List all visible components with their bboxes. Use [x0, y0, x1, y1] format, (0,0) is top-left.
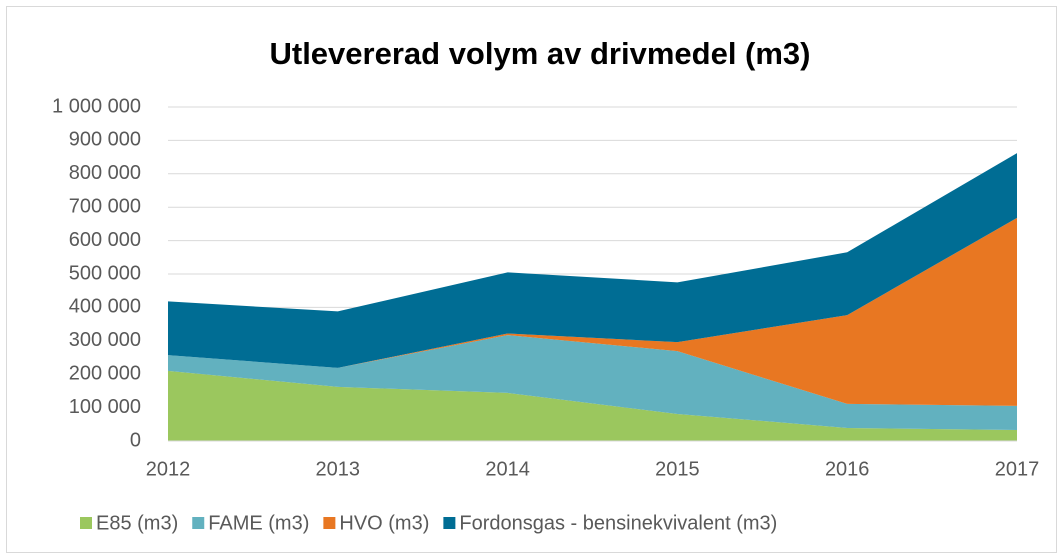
legend-label: HVO (m3) [339, 512, 429, 534]
y-tick-label: 100 000 [69, 396, 141, 418]
x-tick-label: 2012 [146, 458, 191, 480]
chart-title: Utlevererad volym av drivmedel (m3) [269, 36, 810, 71]
x-tick-label: 2015 [655, 458, 700, 480]
area [168, 370, 1017, 441]
y-tick-label: 300 000 [69, 329, 141, 351]
y-tick-label: 600 000 [69, 229, 141, 251]
x-tick-label: 2013 [316, 458, 361, 480]
area [168, 153, 1017, 368]
legend-swatch [323, 517, 336, 529]
legend-label: Fordonsgas - bensinekvivalent (m3) [459, 512, 777, 534]
y-tick-label: 200 000 [69, 362, 141, 384]
legend-label: E85 (m3) [96, 512, 178, 534]
legend-swatch [443, 517, 456, 529]
legend-swatch [80, 517, 92, 529]
legend-label: FAME (m3) [208, 512, 309, 534]
area [168, 217, 1017, 406]
y-tick-label: 700 000 [69, 195, 141, 217]
x-tick-label: 2014 [485, 458, 530, 480]
y-tick-label: 1 000 000 [52, 95, 141, 117]
x-tick-label: 2016 [825, 458, 870, 480]
y-tick-label: 0 [130, 429, 141, 451]
y-tick-label: 500 000 [69, 262, 141, 284]
y-tick-label: 900 000 [69, 129, 141, 151]
legend-swatch [192, 517, 205, 529]
x-tick-label: 2017 [995, 458, 1040, 480]
y-tick-label: 400 000 [69, 296, 141, 318]
area [168, 335, 1017, 430]
y-tick-label: 800 000 [69, 162, 141, 184]
